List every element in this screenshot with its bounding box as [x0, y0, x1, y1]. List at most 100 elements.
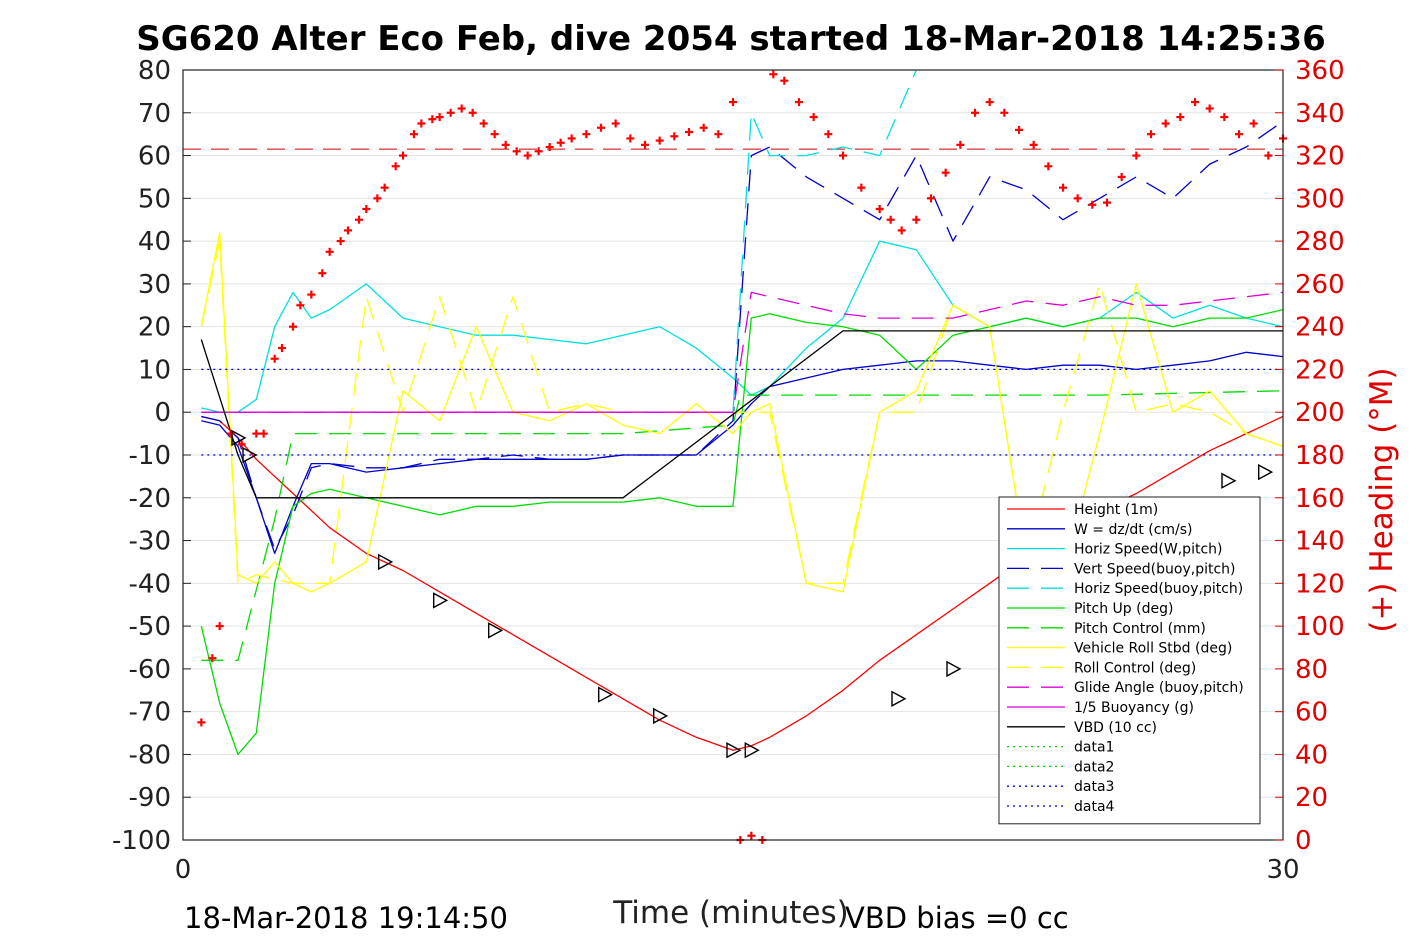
heading-point [1117, 172, 1126, 181]
right-y-tick-label: 0 [1295, 826, 1312, 856]
heading-point [278, 344, 286, 353]
heading-point [1191, 98, 1199, 107]
series-line-6 [201, 390, 1284, 661]
right-y-tick-label: 160 [1295, 484, 1345, 514]
heading-point [226, 429, 235, 438]
heading-point [468, 108, 477, 117]
heading-point [336, 237, 345, 246]
heading-point [1235, 130, 1243, 139]
heading-point [270, 354, 279, 363]
right-y-tick-label: 20 [1295, 783, 1328, 813]
heading-point [985, 98, 994, 107]
heading-point [567, 134, 576, 143]
footnote-timestamp: 18-Mar-2018 19:14:50 [184, 901, 508, 935]
heading-point [1176, 113, 1185, 122]
triangle-marker [1257, 463, 1274, 481]
triangle-marker [231, 429, 247, 447]
legend-box [998, 496, 1261, 825]
heading-point [355, 215, 363, 224]
left-y-tick-label: -80 [129, 740, 171, 770]
right-y-tick-label: 140 [1295, 527, 1345, 557]
left-y-tick-label: 10 [138, 355, 171, 385]
heading-point [457, 104, 466, 113]
heading-point [1132, 151, 1141, 160]
footnote-vbd-bias: VBD bias =0 cc [845, 901, 1069, 935]
heading-point [362, 205, 371, 214]
legend-label: Height (1m) [1074, 502, 1158, 518]
heading-point [237, 440, 246, 449]
right-y-tick-label: 340 [1295, 99, 1345, 129]
heading-point [1103, 198, 1111, 207]
triangle-marker [891, 690, 907, 707]
right-y-tick-label: 320 [1295, 142, 1345, 172]
heading-point [1147, 130, 1155, 139]
heading-point [809, 113, 818, 122]
heading-point [875, 205, 884, 214]
legend-label: Horiz Speed(buoy,pitch) [1074, 581, 1243, 597]
heading-point [344, 226, 352, 235]
heading-point [373, 194, 382, 203]
series-line-4 [732, 69, 917, 413]
x-axis-label: Time (minutes) [612, 895, 848, 931]
left-y-tick-label: 20 [138, 313, 171, 343]
heading-point [1044, 162, 1053, 171]
right-y-tick-label: 100 [1295, 612, 1345, 642]
heading-point [289, 322, 297, 331]
left-y-tick-label: -90 [129, 783, 171, 813]
heading-point [655, 136, 664, 145]
left-y-tick-label: 50 [138, 184, 171, 214]
heading-point [318, 269, 327, 278]
heading-point [197, 718, 206, 727]
heading-point [410, 130, 418, 139]
heading-point [912, 215, 921, 224]
right-y-tick-label: 120 [1295, 569, 1345, 599]
legend-label: Pitch Control (mm) [1074, 621, 1206, 637]
heading-point [795, 98, 803, 107]
triangle-marker [726, 742, 742, 759]
heading-point [1161, 119, 1170, 128]
legend-label: Vehicle Roll Stbd (deg) [1074, 641, 1232, 657]
legend-label: W = dz/dt (cm/s) [1074, 522, 1193, 538]
left-y-tick-label: 30 [138, 270, 171, 300]
triangle-marker [488, 622, 504, 639]
left-y-tick-label: -20 [129, 484, 171, 514]
chart-title: SG620 Alter Eco Feb, dive 2054 started 1… [136, 19, 1326, 59]
heading-point [417, 119, 426, 128]
right-y-tick-label: 360 [1295, 56, 1345, 86]
heading-point [611, 119, 620, 128]
heading-point [769, 70, 778, 79]
legend-label: data2 [1074, 759, 1114, 775]
heading-point [1015, 125, 1023, 134]
heading-point [325, 247, 334, 256]
heading-point [780, 76, 789, 85]
heading-point [824, 130, 833, 139]
legend-label: 1/5 Buoyancy (g) [1074, 700, 1194, 716]
heading-point [1264, 151, 1273, 160]
left-y-tick-label: -100 [112, 826, 171, 856]
heading-point [857, 183, 866, 192]
axes: 80706050403020100-10-20-30-40-50-60-70-8… [112, 56, 1345, 885]
legend-label: Roll Control (deg) [1074, 660, 1196, 676]
heading-point [1073, 194, 1082, 203]
heading-point [1088, 200, 1097, 209]
left-y-tick-label: -10 [129, 441, 171, 471]
right-y-axis-label: (+) Heading (°M) [1364, 367, 1400, 632]
legend-label: data3 [1074, 779, 1114, 795]
heading-point [380, 183, 389, 192]
legend-label: data1 [1074, 740, 1114, 756]
heading-point [971, 108, 979, 117]
heading-point [479, 119, 488, 128]
heading-point [729, 98, 737, 107]
heading-point [446, 108, 455, 117]
heading-point [534, 147, 543, 156]
heading-point [259, 429, 268, 438]
legend-label: VBD (10 cc) [1074, 720, 1157, 736]
triangle-marker [1221, 472, 1237, 489]
heading-point [956, 140, 965, 149]
heading-point [208, 654, 217, 663]
heading-point [428, 115, 437, 124]
heading-point [490, 130, 499, 139]
heading-point [626, 134, 635, 143]
triangle-marker [433, 592, 449, 609]
